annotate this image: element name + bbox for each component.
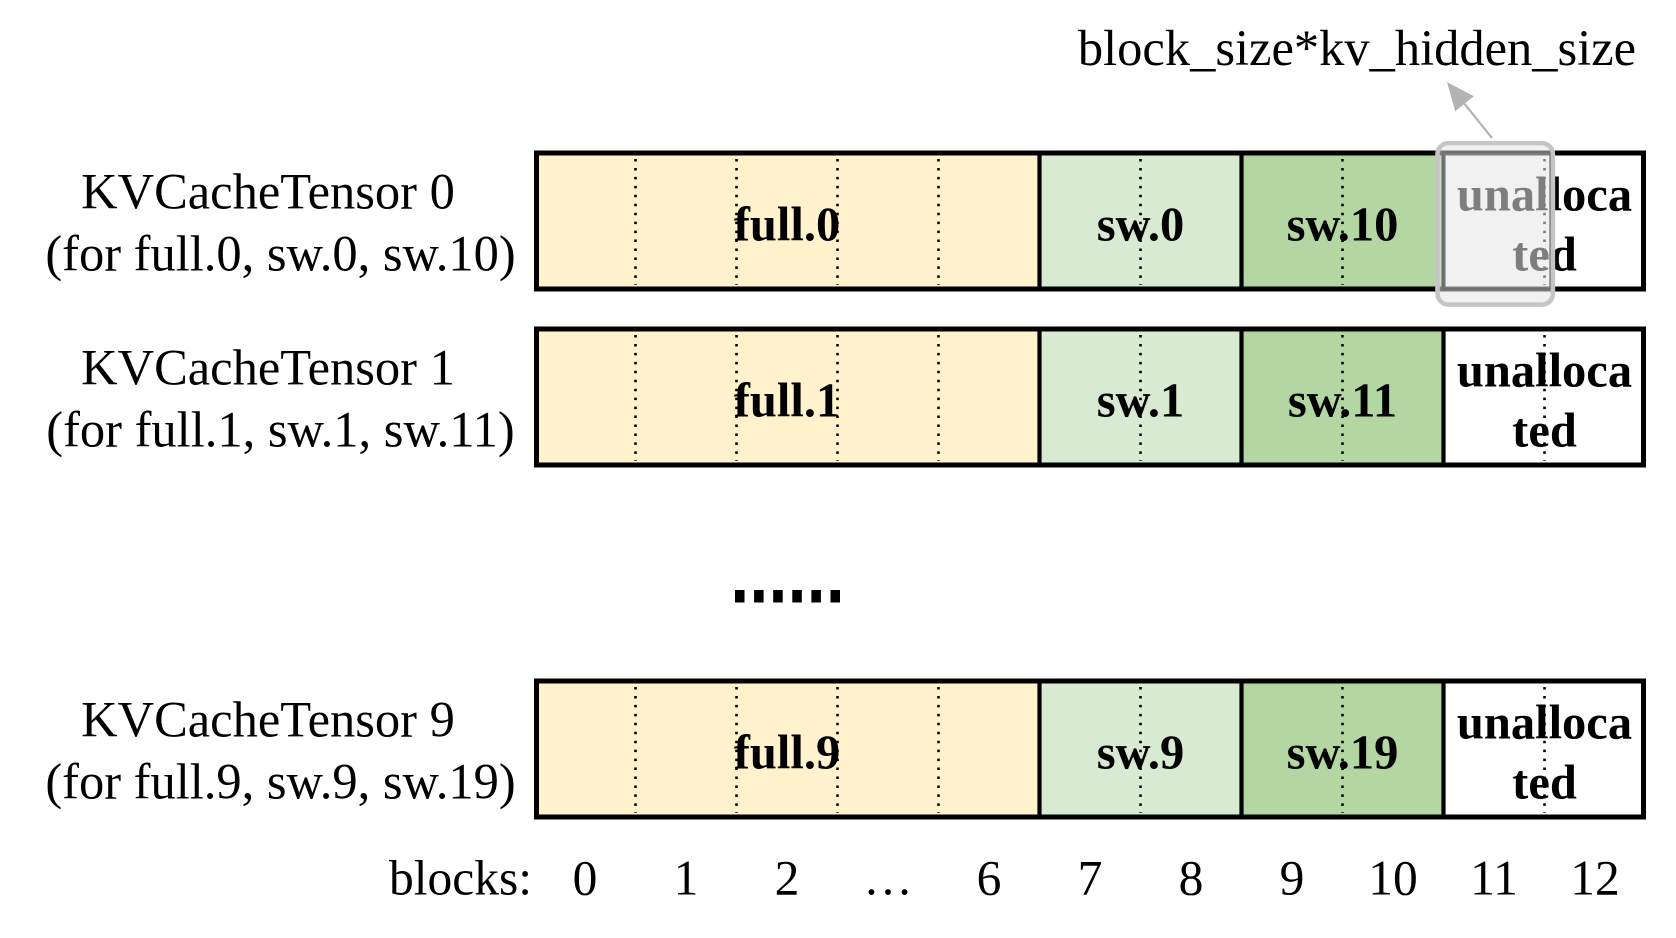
svg-text:…: … [863, 850, 913, 905]
svg-text:unalloca: unalloca [1457, 697, 1632, 750]
svg-text:ted: ted [1512, 757, 1577, 810]
svg-text:1: 1 [674, 850, 699, 905]
svg-text:sw.19: sw.19 [1287, 726, 1399, 779]
svg-text:blocks:: blocks: [389, 850, 532, 905]
svg-text:ted: ted [1512, 405, 1577, 458]
svg-text:0: 0 [573, 850, 598, 905]
svg-text:KVCacheTensor 9: KVCacheTensor 9 [81, 692, 455, 748]
svg-text:2: 2 [775, 850, 800, 905]
svg-text:full.1: full.1 [734, 374, 840, 427]
svg-text:KVCacheTensor 0: KVCacheTensor 0 [81, 164, 455, 220]
svg-text:12: 12 [1570, 850, 1620, 905]
svg-text:7: 7 [1078, 850, 1103, 905]
svg-text:block_size*kv_hidden_size: block_size*kv_hidden_size [1078, 20, 1636, 76]
svg-text:full.0: full.0 [734, 198, 840, 251]
svg-text:(for full.0, sw.0, sw.10): (for full.0, sw.0, sw.10) [45, 226, 515, 282]
svg-text:KVCacheTensor 1: KVCacheTensor 1 [81, 340, 455, 396]
svg-text:sw.9: sw.9 [1097, 726, 1185, 779]
svg-text:(for full.9, sw.9, sw.19): (for full.9, sw.9, sw.19) [45, 754, 515, 810]
svg-text:sw.1: sw.1 [1097, 374, 1185, 427]
svg-text:9: 9 [1280, 850, 1305, 905]
svg-text:(for full.1, sw.1, sw.11): (for full.1, sw.1, sw.11) [46, 402, 514, 458]
svg-text:unalloca: unalloca [1457, 345, 1632, 398]
svg-text:6: 6 [977, 850, 1002, 905]
svg-text:sw.11: sw.11 [1288, 374, 1397, 427]
svg-text:10: 10 [1368, 850, 1418, 905]
svg-text:8: 8 [1179, 850, 1204, 905]
svg-text:full.9: full.9 [734, 726, 840, 779]
svg-text:sw.0: sw.0 [1097, 198, 1185, 251]
svg-text:11: 11 [1470, 850, 1518, 905]
svg-text:sw.10: sw.10 [1287, 198, 1399, 251]
